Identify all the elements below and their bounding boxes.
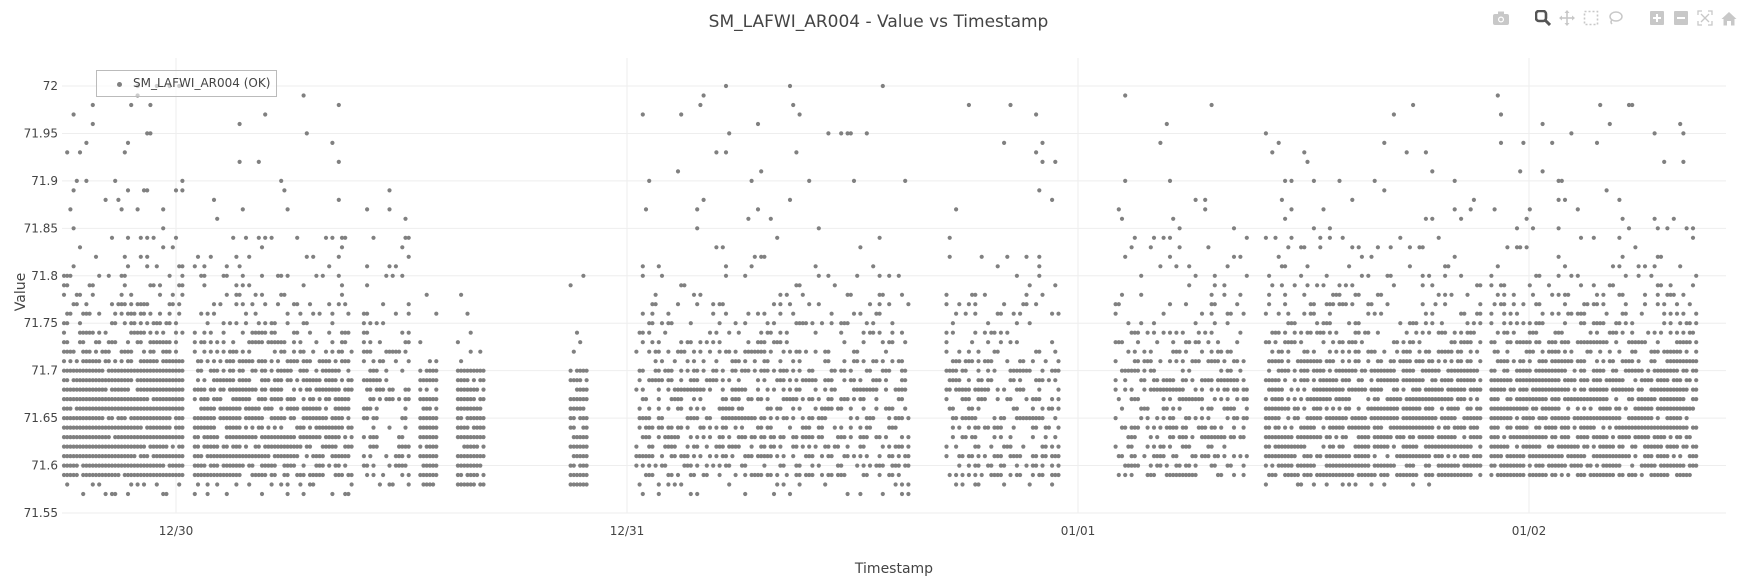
x-tick-label: 01/02 xyxy=(1512,524,1547,538)
x-axis-title: Timestamp xyxy=(854,561,933,577)
y-tick-label: 71.55 xyxy=(24,506,58,520)
legend-marker-icon xyxy=(117,82,122,87)
data-points xyxy=(61,83,1699,497)
legend-label: SM_LAFWI_AR004 (OK) xyxy=(133,76,271,90)
lasso-select-icon[interactable] xyxy=(1605,8,1625,28)
zoom-icon[interactable] xyxy=(1533,8,1553,28)
reset-axes-icon[interactable] xyxy=(1719,8,1739,28)
chart-title: SM_LAFWI_AR004 - Value vs Timestamp xyxy=(708,12,1049,32)
y-tick-label: 71.7 xyxy=(31,364,58,378)
box-select-icon[interactable] xyxy=(1581,8,1601,28)
x-tick-label: 12/31 xyxy=(610,524,645,538)
y-tick-label: 71.6 xyxy=(31,459,58,473)
autoscale-icon[interactable] xyxy=(1695,8,1715,28)
zoom-in-icon[interactable] xyxy=(1647,8,1667,28)
y-tick-label: 71.9 xyxy=(31,174,58,188)
y-axis-ticks: 71.55 71.6 71.65 71.7 71.75 71.8 71.85 71.9 71.9… xyxy=(24,79,58,520)
y-tick-label: 71.85 xyxy=(24,221,58,235)
x-tick-label: 12/30 xyxy=(159,524,194,538)
camera-icon[interactable] xyxy=(1491,8,1511,28)
y-tick-label: 71.65 xyxy=(24,411,58,425)
y-tick-label: 72 xyxy=(43,79,58,93)
zoom-out-icon[interactable] xyxy=(1671,8,1691,28)
y-tick-label: 71.75 xyxy=(24,316,58,330)
pan-icon[interactable] xyxy=(1557,8,1577,28)
x-tick-label: 01/01 xyxy=(1061,524,1096,538)
y-tick-label: 71.95 xyxy=(24,126,58,140)
y-axis-title: Value xyxy=(13,273,29,311)
y-tick-label: 71.8 xyxy=(31,269,58,283)
x-axis-ticks: 12/30 12/31 01/01 01/02 xyxy=(159,524,1547,538)
modebar-toolbar xyxy=(1491,8,1739,28)
legend[interactable]: SM_LAFWI_AR004 (OK) xyxy=(96,70,278,97)
